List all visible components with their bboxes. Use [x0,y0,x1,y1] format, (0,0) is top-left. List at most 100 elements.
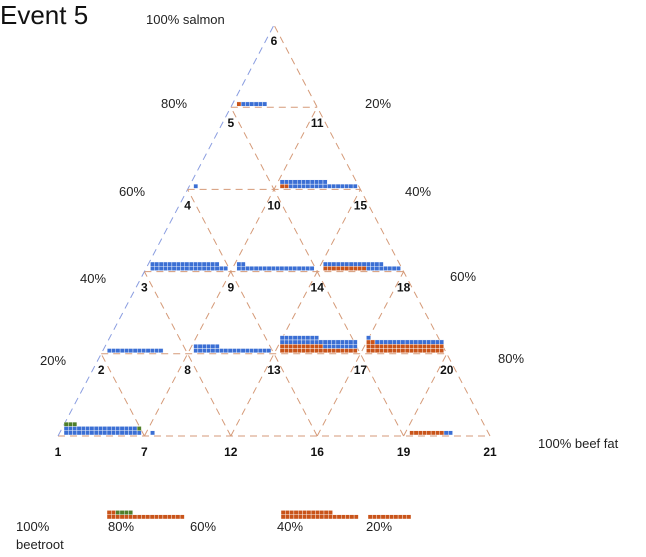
block-square-beef-fat [306,510,312,515]
block-square-beef-fat [366,344,371,349]
block-square-salmon [150,266,155,271]
block-square-salmon [292,183,298,189]
block-stack-node-13 [279,335,358,354]
block-square-salmon [240,261,246,267]
block-square-beef-fat [309,348,315,354]
block-square-salmon [305,179,311,185]
block-square-beef-fat [379,348,384,354]
block-square-beef-fat [387,344,393,349]
block-square-beef-fat [393,514,399,520]
block-square-salmon [214,261,220,267]
block-square-salmon [188,261,194,267]
block-square-salmon [327,183,332,189]
block-square-salmon [132,426,138,431]
block-square-salmon [301,266,306,271]
block-square-beef-fat [344,348,350,354]
block-square-salmon [426,339,432,345]
block-square-salmon [374,266,380,271]
block-square-beef-fat [315,510,320,515]
block-square-beef-fat [353,514,359,520]
guide-left-parallel-4 [316,271,405,437]
block-square-salmon [102,430,108,436]
block-square-salmon [193,183,199,189]
node-label-14: 14 [311,281,325,295]
block-square-salmon [197,266,203,271]
block-square-beef-fat [396,348,402,354]
block-square-salmon [111,430,116,436]
block-square-salmon [76,426,82,431]
block-square-beef-fat [361,266,367,271]
bottom-tick-3: 40% [277,519,303,534]
block-square-salmon [128,426,134,431]
block-square-beef-fat [314,344,319,349]
block-square-salmon [206,344,212,349]
block-square-salmon [318,339,324,345]
block-square-beef-fat [284,344,289,349]
guide-right-parallel-3 [187,189,318,437]
block-square-beef-fat [409,430,415,436]
block-square-salmon [391,266,397,271]
block-square-salmon [301,183,307,189]
block-square-beetroot [72,421,78,427]
block-square-beef-fat [106,510,112,515]
block-square-salmon [279,179,285,185]
block-square-salmon [366,266,371,271]
block-square-salmon [344,183,350,189]
block-square-salmon [413,339,419,345]
block-square-beef-fat [314,348,319,354]
block-square-beef-fat [306,514,312,520]
block-stack-node-7 [150,430,155,436]
block-square-salmon [154,266,160,271]
block-square-salmon [331,344,337,349]
block-square-salmon [422,339,427,345]
block-square-salmon [253,348,259,354]
node-label-16: 16 [311,445,325,459]
left-tick-4: 20% [40,353,66,368]
block-square-salmon [331,183,337,189]
block-square-salmon [279,335,285,341]
block-square-salmon [361,261,367,267]
block-square-beef-fat [341,514,346,520]
block-square-salmon [197,348,203,354]
block-square-beef-fat [171,514,177,520]
block-square-salmon [271,266,276,271]
block-square-salmon [352,344,358,349]
block-square-beef-fat [292,344,298,349]
block-square-beetroot [68,421,73,427]
block-square-salmon [379,339,384,345]
block-square-beef-fat [305,344,311,349]
block-square-salmon [297,335,302,341]
block-square-beef-fat [310,510,316,515]
block-square-salmon [232,348,237,354]
block-square-salmon [331,339,337,345]
block-square-salmon [249,101,255,107]
block-square-salmon [210,344,216,349]
node-label-8: 8 [184,363,191,377]
block-square-salmon [292,266,298,271]
block-square-beef-fat [374,344,380,349]
block-square-salmon [301,335,307,341]
block-square-salmon [68,426,73,431]
block-square-beef-fat [439,348,445,354]
block-square-salmon [80,430,86,436]
block-square-beef-fat [422,348,427,354]
block-square-beef-fat [357,266,363,271]
block-square-salmon [409,339,414,345]
block-square-beef-fat [370,344,376,349]
block-square-salmon [98,430,103,436]
block-square-beef-fat [141,514,146,520]
block-square-beef-fat [404,348,410,354]
block-square-beef-fat [426,430,432,436]
block-square-salmon [236,266,242,271]
block-square-beef-fat [422,430,428,436]
block-square-salmon [327,261,333,267]
block-square-salmon [288,339,294,345]
block-square-beef-fat [323,510,329,515]
block-square-salmon [141,348,147,354]
block-square-salmon [145,348,151,354]
block-square-salmon [210,266,216,271]
bottom-tick-2: 60% [190,519,216,534]
block-square-salmon [214,266,220,271]
block-square-salmon [150,430,155,436]
block-square-salmon [335,261,341,267]
